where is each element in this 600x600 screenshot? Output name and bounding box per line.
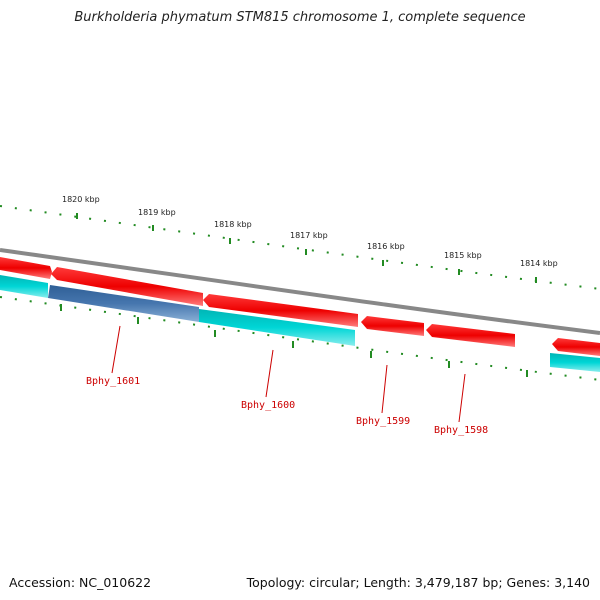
map-title: Burkholderia phymatum STM815 chromosome … — [74, 10, 526, 25]
gene-labels: Bphy_1601 Bphy_1600 Bphy_1599 Bphy_1598 — [86, 376, 488, 436]
gene-label-bphy-1601: Bphy_1601 — [86, 376, 140, 387]
tick-label-1816: 1816 kbp — [367, 242, 405, 251]
reverse-genes — [0, 275, 600, 372]
tick-label-1817: 1817 kbp — [290, 231, 328, 240]
tick-label-1820: 1820 kbp — [62, 195, 100, 204]
gene-label-bphy-1600: Bphy_1600 — [241, 400, 295, 411]
gene-bphy-1601[interactable] — [48, 285, 199, 322]
outer-major-ticks — [76, 213, 537, 283]
gene-bphy-1600[interactable] — [199, 309, 355, 346]
gene-forward-1[interactable] — [0, 257, 52, 279]
tick-label-1815: 1815 kbp — [444, 251, 482, 260]
gene-forward-2[interactable] — [51, 267, 203, 306]
gene-forward-6[interactable] — [552, 338, 600, 356]
gene-reverse-1[interactable] — [0, 275, 48, 298]
forward-genes — [0, 257, 600, 356]
topology-summary: Topology: circular; Length: 3,479,187 bp… — [246, 575, 590, 590]
tick-label-1818: 1818 kbp — [214, 220, 252, 229]
tick-label-1819: 1819 kbp — [138, 208, 176, 217]
gene-label-leaders — [111, 325, 466, 423]
gene-forward-3[interactable] — [203, 294, 358, 327]
inner-major-ticks — [60, 304, 528, 377]
outer-tick-labels: 1820 kbp 1819 kbp 1818 kbp 1817 kbp 1816… — [62, 195, 558, 268]
tick-label-1814: 1814 kbp — [520, 259, 558, 268]
gene-label-bphy-1599: Bphy_1599 — [356, 416, 410, 427]
chromosome-backbone — [0, 248, 600, 335]
accession-text: Accession: NC_010622 — [9, 575, 152, 590]
gene-label-bphy-1598: Bphy_1598 — [434, 425, 488, 436]
gene-forward-4[interactable] — [361, 316, 424, 336]
gene-forward-5[interactable] — [426, 324, 515, 347]
gene-reverse-4[interactable] — [550, 353, 600, 372]
